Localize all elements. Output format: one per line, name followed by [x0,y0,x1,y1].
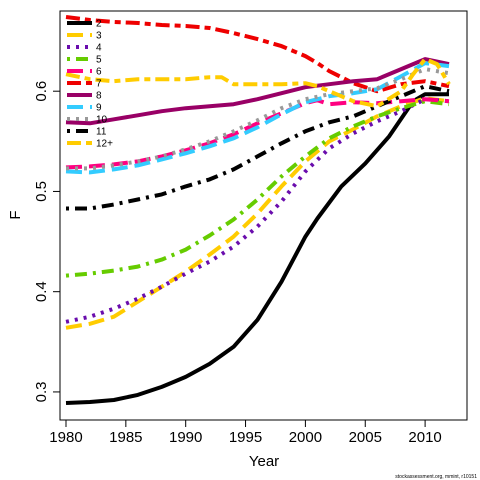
legend-label: 11 [96,127,107,138]
series-line-11 [66,84,450,211]
legend-label: 10 [96,115,108,126]
x-axis: 1980 1985 1990 1995 2000 2005 2010 [49,420,442,446]
x-tick-label: 1995 [229,429,262,446]
legend-item: 7 [67,79,102,90]
y-tick-label: 0.4 [33,281,50,302]
legend-label: 4 [96,43,102,54]
legend-label: 7 [96,79,102,90]
legend-label: 5 [96,55,102,66]
series-line-12plus [65,57,451,109]
y-tick-label: 0.6 [33,81,50,102]
x-tick-label: 2000 [289,429,322,446]
series-layer [65,15,451,405]
plot-frame [59,10,468,421]
legend-label: 8 [96,91,102,102]
credit-text: stockassessment.org, mmint, r10151 [395,474,477,480]
series-line-7 [65,15,450,94]
legend-item: 11 [67,127,107,138]
legend-item: 8 [67,91,102,102]
series-line-8 [65,57,450,126]
y-tick-label: 0.5 [33,181,50,202]
legend-item: 4 [67,43,102,54]
legend-label: 9 [96,103,102,114]
series-line-10 [66,67,450,171]
x-axis-title: Year [249,453,279,470]
legend-label: 12+ [96,139,113,150]
x-tick-label: 1990 [169,429,202,446]
legend-item: 3 [67,31,102,42]
legend-item: 10 [67,115,108,126]
x-tick-label: 2010 [408,429,441,446]
legend-label: 6 [96,67,102,78]
legend-item: 5 [67,55,102,66]
y-axis-title: F [7,210,24,219]
series-line-4 [65,97,450,324]
x-tick-label: 1985 [109,429,142,446]
legend-item: 2 [67,19,102,30]
series-line-5 [65,99,450,278]
x-tick-label: 2005 [349,429,382,446]
legend-item: 9 [67,103,102,114]
x-tick-label: 1980 [49,429,82,446]
legend-item: 6 [67,67,102,78]
series-line-2 [65,92,449,405]
legend-label: 3 [96,31,102,42]
legend-label: 2 [96,19,102,30]
y-axis: 0.3 0.4 0.5 0.6 [33,81,60,403]
y-tick-label: 0.3 [33,382,50,403]
legend-item: 12+ [67,139,113,150]
